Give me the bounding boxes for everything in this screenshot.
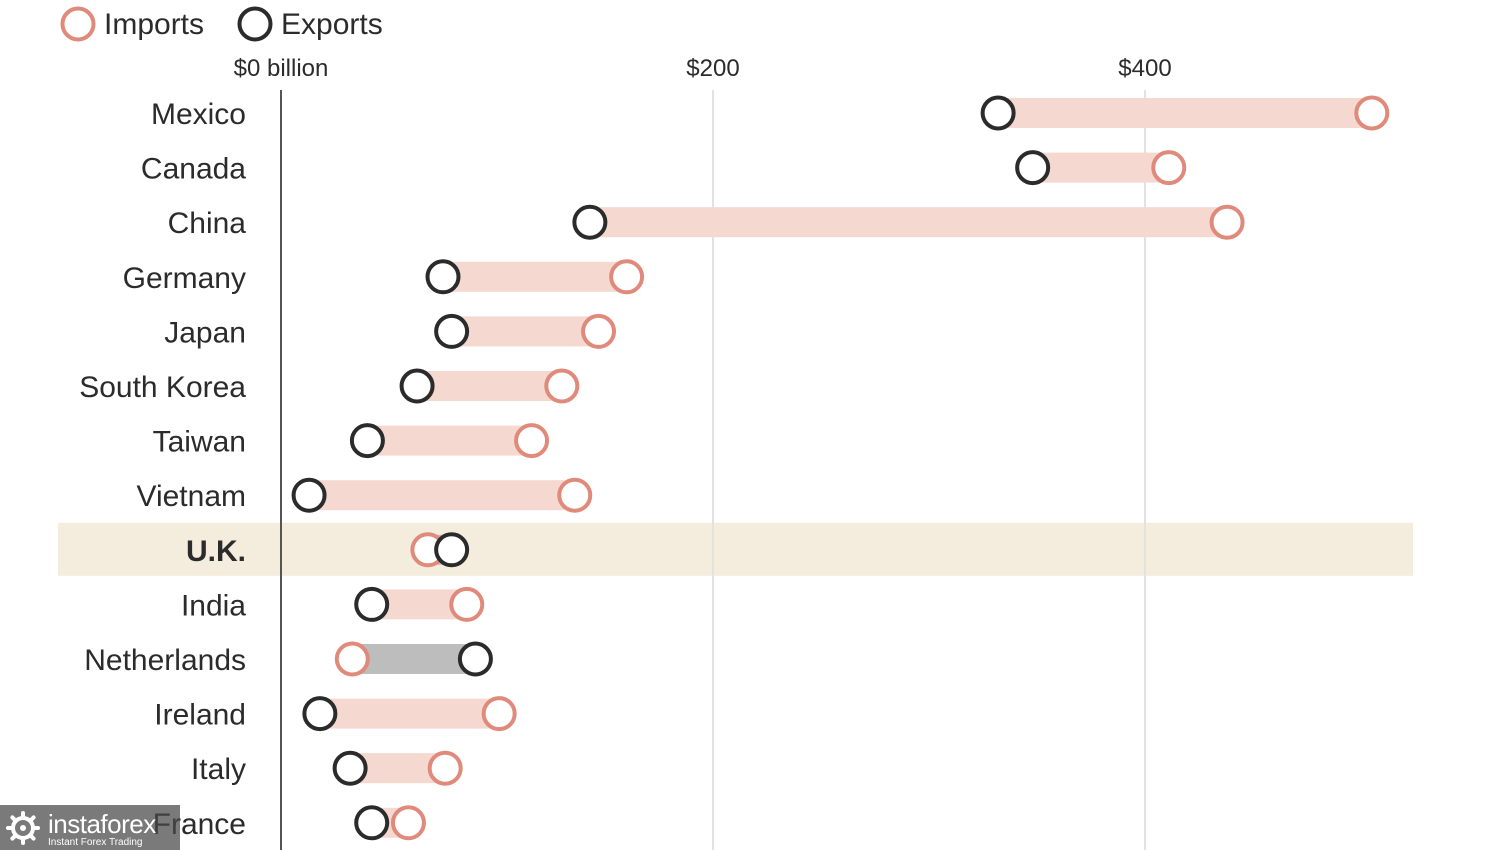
legend-marker-exports [237,6,273,42]
import-point-ireland [481,696,517,732]
bar-china [589,207,1228,238]
import-point-france [390,805,426,841]
import-point-italy [427,750,463,786]
category-label-germany: Germany [123,262,246,295]
instaforex-watermark: instaforex Instant Forex Trading [0,805,180,850]
bar-ireland [319,698,500,729]
bar-taiwan [367,425,532,456]
bar-mexico [998,98,1372,128]
export-point-germany [425,259,461,295]
category-label-canada: Canada [141,153,246,186]
x-tick-label-0: $0 billion [234,55,329,82]
import-point-south-korea [544,368,580,404]
category-label-taiwan: Taiwan [153,426,246,459]
bar-south-korea [417,371,562,401]
category-label-u-k: U.K. [186,535,246,568]
bar-germany [443,261,627,292]
x-tick-label-200: $200 [686,55,739,82]
import-point-netherlands [334,641,370,677]
highlight-band-u-k [58,522,1413,576]
category-label-ireland: Ireland [154,699,246,732]
category-label-japan: Japan [164,316,246,349]
import-point-mexico [1354,95,1390,131]
export-point-u-k [434,532,470,568]
export-point-vietnam [291,477,327,513]
export-point-france [354,805,390,841]
bar-vietnam [309,480,575,511]
x-tick-label-400: $400 [1118,55,1171,82]
category-label-italy: Italy [191,753,246,786]
category-label-vietnam: Vietnam [136,480,246,513]
import-point-canada [1151,150,1187,186]
import-point-taiwan [514,423,550,459]
legend-label-imports: Imports [104,8,204,41]
export-point-ireland [302,696,338,732]
export-point-canada [1015,150,1051,186]
export-point-mexico [980,95,1016,131]
watermark-tagline: Instant Forex Trading [48,837,143,848]
watermark-name: instaforex [48,809,156,839]
bar-canada [1032,152,1169,183]
export-point-japan [434,313,470,349]
import-point-japan [581,313,617,349]
category-label-china: China [168,207,247,240]
bar-japan [451,316,599,347]
category-label-south-korea: South Korea [79,371,246,404]
export-point-south-korea [399,368,435,404]
gear-icon [6,811,40,845]
import-point-india [449,586,485,622]
export-point-china [572,204,608,240]
export-point-netherlands [457,641,493,677]
bar-netherlands [352,644,476,674]
category-label-netherlands: Netherlands [84,644,246,677]
import-point-vietnam [557,477,593,513]
export-point-italy [332,750,368,786]
export-point-india [354,586,390,622]
import-point-china [1209,204,1245,240]
legend-label-exports: Exports [281,8,383,41]
category-label-india: India [181,589,246,622]
category-label-mexico: Mexico [151,98,246,131]
export-point-taiwan [349,423,385,459]
legend-marker-imports [60,6,96,42]
import-point-germany [609,259,645,295]
